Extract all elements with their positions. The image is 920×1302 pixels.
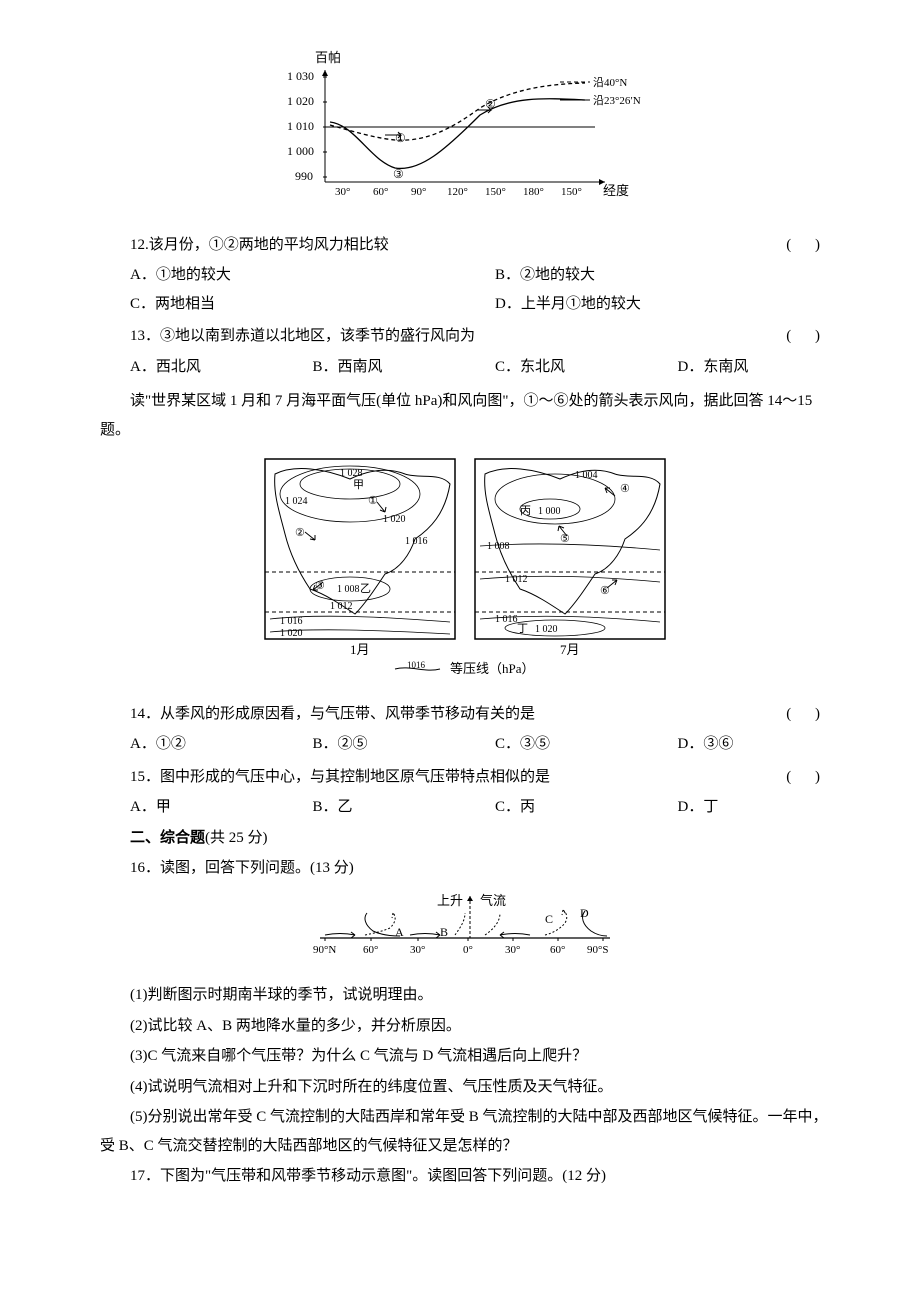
- ytick: 1 010: [287, 119, 314, 133]
- isobar-label: 1 000: [538, 506, 561, 517]
- xaxis-label: 经度: [603, 183, 629, 198]
- q16-sub5-text: (5)分别说出常年受 C 气流控制的大陆西岸和常年受 B 气流控制的大陆中部及西…: [100, 1109, 828, 1154]
- q15-text: 15．图中形成的气压中心，与其控制地区原气压带特点相似的是: [100, 763, 550, 792]
- isobar-label: 1 016: [405, 536, 428, 547]
- q14-opt-c: C．③⑤: [465, 730, 648, 759]
- xtick: 90°N: [313, 944, 336, 956]
- legend-40n: 沿40°N: [593, 76, 627, 89]
- isobar-label: 1 020: [383, 514, 406, 525]
- q16-sub2: (2)试比较 A、B 两地降水量的多少，并分析原因。: [100, 1012, 830, 1041]
- legend-23n: 沿23°26′N: [593, 94, 641, 107]
- isobar-label: 1 012: [505, 574, 528, 585]
- xtick: 120°: [447, 186, 468, 198]
- wind-marker-4: ④: [620, 483, 630, 495]
- q16-sub1: (1)判断图示时期南半球的季节，试说明理由。: [100, 981, 830, 1010]
- q14-opt-d: D．③⑥: [648, 730, 831, 759]
- xtick: 90°: [411, 186, 426, 198]
- xtick: 150°: [561, 186, 582, 198]
- q13-text: 13．③地以南到赤道以北地区，该季节的盛行风向为: [100, 322, 475, 351]
- isobar-label: 1 008: [487, 541, 510, 552]
- pressure-center-jia: 甲: [353, 479, 364, 491]
- q12-opt-b: B．②地的较大: [465, 261, 830, 290]
- legend-value: 1016: [407, 660, 426, 670]
- q14-options: A．①② B．②⑤ C．③⑤ D．③⑥: [100, 730, 830, 759]
- q14-opt-b: B．②⑤: [283, 730, 466, 759]
- airflow-B: B: [440, 925, 448, 939]
- marker-3: ③: [393, 167, 404, 181]
- isobar-label: 1 008: [337, 584, 360, 595]
- q15-stem: 15．图中形成的气压中心，与其控制地区原气压带特点相似的是 ( ): [100, 763, 830, 792]
- q12-options: A．①地的较大 B．②地的较大 C．两地相当 D．上半月①地的较大: [100, 261, 830, 318]
- q12-opt-c: C．两地相当: [100, 290, 465, 319]
- marker-1: ①: [395, 131, 406, 145]
- q17-stem: 17．下图为"气压带和风带季节移动示意图"。读图回答下列问题。(12 分): [100, 1162, 830, 1191]
- section2-heading: 二、综合题(共 25 分): [100, 824, 830, 853]
- q15-options: A．甲 B．乙 C．丙 D．丁: [100, 793, 830, 822]
- isobar-label: 1 028: [340, 468, 363, 479]
- wind-marker-2: ②: [295, 527, 305, 539]
- section2-points: (共 25 分): [205, 830, 268, 846]
- q14-opt-a: A．①②: [100, 730, 283, 759]
- pressure-center-yi: 乙: [360, 582, 371, 595]
- wind-marker-1: ①: [368, 495, 378, 507]
- ytick: 1 020: [287, 94, 314, 108]
- isobar-label: 1 024: [285, 496, 308, 507]
- q15-opt-b: B．乙: [283, 793, 466, 822]
- xtick: 150°: [485, 186, 506, 198]
- panel-label-jan: 1月: [350, 642, 370, 657]
- airflow-C: C: [545, 912, 553, 926]
- q14-stem: 14．从季风的形成原因看，与气压带、风带季节移动有关的是 ( ): [100, 700, 830, 729]
- q13-opt-a: A．西北风: [100, 353, 283, 382]
- isobar-label: 1 012: [330, 601, 353, 612]
- airflow-D: D: [580, 906, 589, 920]
- q12-text: 12.该月份，①②两地的平均风力相比较: [100, 231, 389, 260]
- q16-sub3: (3)C 气流来自哪个气压带？为什么 C 气流与 D 气流相遇后向上爬升？: [100, 1042, 830, 1071]
- xtick: 90°S: [587, 944, 609, 956]
- yaxis-label: 百帕: [315, 50, 341, 65]
- legend-text: 等压线（hPa）: [450, 661, 535, 676]
- xtick: 30°: [335, 186, 350, 198]
- xtick: 30°: [410, 944, 425, 956]
- ytick: 1 000: [287, 144, 314, 158]
- q16-stem: 16．读图，回答下列问题。(13 分): [100, 854, 830, 883]
- section2-title: 二、综合题: [130, 830, 205, 846]
- answer-blank: ( ): [786, 231, 830, 260]
- airflow-A: A: [395, 925, 404, 939]
- figure-airflow: 上升 气流 A B C D 90°N 60° 30° 0° 30° 60° 90…: [100, 893, 830, 972]
- q12-opt-d: D．上半月①地的较大: [465, 290, 830, 319]
- q16-sub4: (4)试说明气流相对上升和下沉时所在的纬度位置、气压性质及天气特征。: [100, 1073, 830, 1102]
- q12-stem: 12.该月份，①②两地的平均风力相比较 ( ): [100, 231, 830, 260]
- ytick: 990: [295, 169, 313, 183]
- q16-sub5: (5)分别说出常年受 C 气流控制的大陆西岸和常年受 B 气流控制的大陆中部及西…: [100, 1103, 830, 1160]
- isobar-label: 1 020: [535, 624, 558, 635]
- airflow-label-flow: 气流: [480, 893, 506, 908]
- q15-opt-c: C．丙: [465, 793, 648, 822]
- q13-options: A．西北风 B．西南风 C．东北风 D．东南风: [100, 353, 830, 382]
- q15-opt-a: A．甲: [100, 793, 283, 822]
- answer-blank: ( ): [786, 322, 830, 351]
- xtick: 60°: [550, 944, 565, 956]
- xtick: 60°: [363, 944, 378, 956]
- figure-pressure-chart: 百帕 1 030 1 020 1 010 1 000 990 30° 60° 9…: [100, 50, 830, 221]
- context-14-15: 读"世界某区域 1 月和 7 月海平面气压(单位 hPa)和风向图"，①～⑥处的…: [100, 387, 830, 444]
- figure-pressure-maps: 1 028 1 024 甲 ① 1 020 ② 1 016 ③ 1 008 乙 …: [100, 454, 830, 690]
- ytick: 1 030: [287, 69, 314, 83]
- xtick: 60°: [373, 186, 388, 198]
- panel-label-jul: 7月: [560, 642, 580, 657]
- q13-opt-d: D．东南风: [648, 353, 831, 382]
- q13-opt-b: B．西南风: [283, 353, 466, 382]
- isobar-label: 1 020: [280, 628, 303, 639]
- xtick: 30°: [505, 944, 520, 956]
- airflow-label-up: 上升: [437, 893, 463, 908]
- answer-blank: ( ): [786, 763, 830, 792]
- q13-stem: 13．③地以南到赤道以北地区，该季节的盛行风向为 ( ): [100, 322, 830, 351]
- q15-opt-d: D．丁: [648, 793, 831, 822]
- q12-opt-a: A．①地的较大: [100, 261, 465, 290]
- answer-blank: ( ): [786, 700, 830, 729]
- wind-marker-5: ⑤: [560, 533, 570, 545]
- xtick: 180°: [523, 186, 544, 198]
- q14-text: 14．从季风的形成原因看，与气压带、风带季节移动有关的是: [100, 700, 535, 729]
- q13-opt-c: C．东北风: [465, 353, 648, 382]
- xtick: 0°: [463, 944, 473, 956]
